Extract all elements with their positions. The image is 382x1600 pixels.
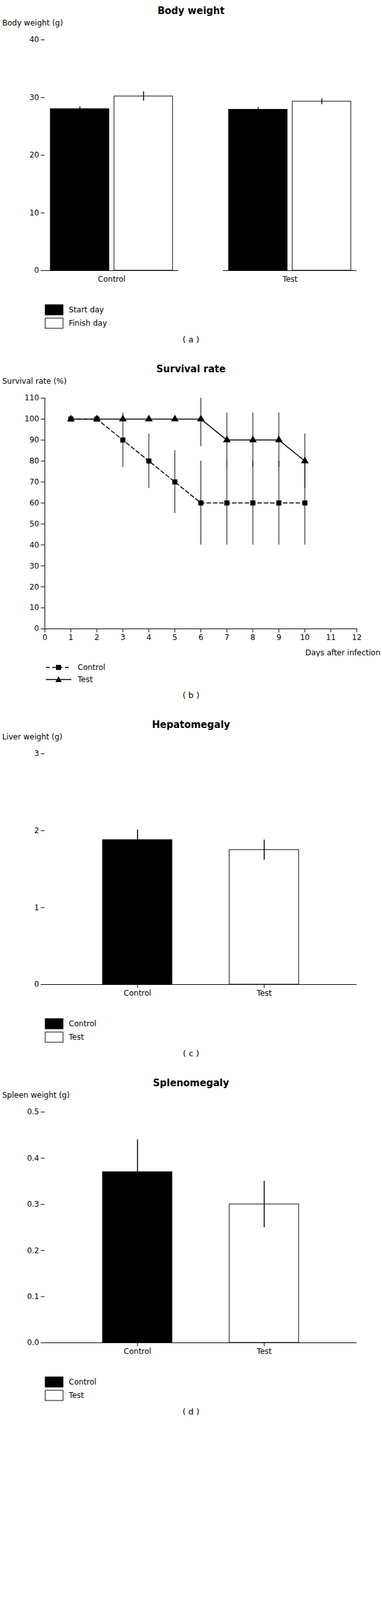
svg-text:2: 2: [94, 632, 100, 642]
svg-text:20: 20: [29, 581, 39, 591]
svg-text:1: 1: [68, 632, 74, 642]
svg-text:Survival rate (%): Survival rate (%): [2, 376, 67, 386]
svg-text:20: 20: [29, 150, 39, 160]
svg-text:0.0: 0.0: [26, 1336, 39, 1346]
svg-text:Liver weight (g): Liver weight (g): [2, 731, 64, 741]
html-text:Test: Test: [77, 674, 93, 684]
svg-text:11: 11: [325, 632, 336, 642]
svg-text:5: 5: [172, 632, 178, 642]
html-text:Control: Control: [77, 662, 106, 672]
svg-text:30: 30: [29, 560, 39, 570]
html-text:( c ): ( c ): [182, 1047, 200, 1057]
svg-text:2: 2: [34, 825, 40, 835]
svg-text:Control: Control: [98, 274, 126, 284]
svg-text:80: 80: [29, 455, 39, 465]
html-text:Test: Test: [68, 1389, 84, 1399]
svg-text:110: 110: [24, 392, 40, 402]
svg-text:30: 30: [29, 92, 39, 102]
svg-text:0: 0: [42, 632, 48, 642]
svg-text:7: 7: [224, 632, 230, 642]
svg-text:10: 10: [299, 632, 310, 642]
svg-text:100: 100: [24, 413, 40, 423]
svg-text:0.2: 0.2: [26, 1244, 39, 1254]
svg-text:50: 50: [29, 518, 39, 528]
html-text:Finish day: Finish day: [68, 318, 107, 328]
svg-text:70: 70: [29, 476, 39, 486]
svg-text:0.1: 0.1: [26, 1290, 39, 1300]
html-text:( b ): ( b ): [182, 689, 200, 700]
svg-text:9: 9: [276, 632, 282, 642]
html-text:Control: Control: [68, 1375, 97, 1385]
svg-text:8: 8: [250, 632, 256, 642]
svg-text:0: 0: [34, 978, 40, 988]
svg-text:Body weight (g): Body weight (g): [2, 18, 64, 28]
html-text:Control: Control: [68, 1018, 97, 1027]
svg-text:40: 40: [29, 539, 39, 549]
svg-text:1: 1: [34, 902, 40, 912]
html-text:Start day: Start day: [68, 304, 104, 314]
svg-text:Days after infection: Days after infection: [304, 647, 381, 657]
html-text:Hepatomegaly: Hepatomegaly: [151, 718, 231, 730]
html-text:( d ): ( d ): [182, 1405, 200, 1415]
html-text:Test: Test: [68, 1031, 84, 1041]
svg-text:Spleen weight (g): Spleen weight (g): [2, 1089, 71, 1099]
svg-text:6: 6: [198, 632, 204, 642]
svg-text:4: 4: [146, 632, 152, 642]
svg-text:0.3: 0.3: [26, 1198, 39, 1208]
svg-text:10: 10: [29, 208, 39, 218]
html-text:( a ): ( a ): [182, 334, 200, 344]
svg-text:Control: Control: [123, 1345, 151, 1355]
html-text:Body weight: Body weight: [157, 5, 225, 17]
svg-text:0.4: 0.4: [26, 1152, 39, 1162]
svg-text:10: 10: [29, 602, 39, 612]
svg-text:Control: Control: [123, 987, 151, 997]
svg-text:90: 90: [29, 434, 39, 444]
svg-text:Test: Test: [282, 274, 298, 284]
svg-text:40: 40: [29, 35, 39, 44]
svg-text:0.5: 0.5: [26, 1105, 39, 1115]
html-text:Survival rate: Survival rate: [156, 362, 226, 375]
svg-text:Test: Test: [255, 1345, 272, 1355]
svg-text:3: 3: [34, 748, 40, 757]
svg-text:60: 60: [29, 497, 39, 507]
svg-text:12: 12: [352, 632, 362, 642]
svg-text:0: 0: [34, 265, 40, 275]
svg-text:0: 0: [34, 623, 40, 633]
svg-text:3: 3: [120, 632, 126, 642]
svg-text:Test: Test: [255, 987, 272, 997]
html-text:Splenomegaly: Splenomegaly: [152, 1075, 230, 1088]
